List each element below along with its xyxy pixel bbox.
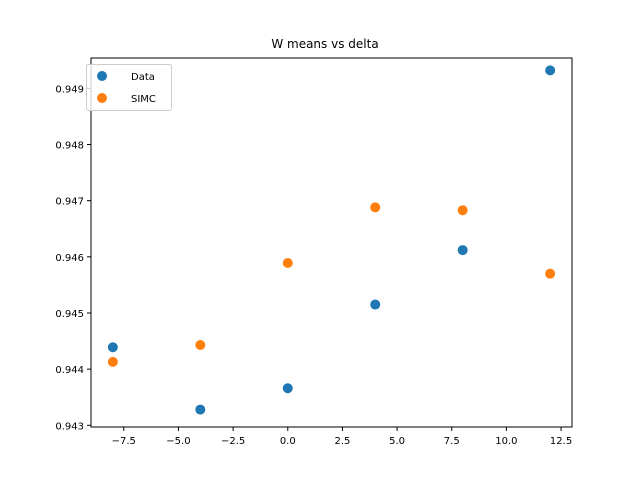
x-tick-label: −2.5 bbox=[221, 436, 245, 447]
point-data bbox=[282, 383, 293, 394]
point-simc bbox=[545, 268, 556, 279]
legend: Data SIMC bbox=[86, 64, 172, 111]
y-tick-label: 0.945 bbox=[55, 309, 84, 320]
series-simc bbox=[107, 202, 556, 367]
x-tick-label: 2.5 bbox=[334, 436, 350, 447]
x-tick-label: 10.0 bbox=[495, 436, 517, 447]
y-tick-label: 0.946 bbox=[55, 253, 84, 264]
point-simc bbox=[282, 258, 293, 268]
point-simc bbox=[370, 202, 381, 213]
point-data bbox=[457, 245, 468, 256]
legend-box bbox=[86, 64, 172, 111]
point-data bbox=[545, 65, 556, 76]
point-data bbox=[107, 342, 118, 353]
y-tick-label: 0.948 bbox=[55, 140, 84, 151]
point-data bbox=[370, 299, 381, 310]
y-tick-label: 0.947 bbox=[55, 197, 84, 208]
point-simc bbox=[457, 205, 468, 216]
x-tick-label: 7.5 bbox=[444, 436, 460, 447]
y-axis: 0.943 0.944 0.945 0.946 0.947 0.948 0.949 bbox=[55, 84, 91, 432]
point-data bbox=[195, 404, 206, 415]
y-tick-label: 0.944 bbox=[55, 365, 84, 376]
legend-marker-simc bbox=[97, 93, 107, 103]
point-simc bbox=[107, 356, 118, 367]
x-tick-label: 5.0 bbox=[389, 436, 405, 447]
series-data bbox=[107, 65, 556, 415]
legend-label-simc: SIMC bbox=[131, 94, 156, 105]
chart-title: W means vs delta bbox=[271, 37, 378, 51]
x-tick-label: 0.0 bbox=[280, 436, 296, 447]
legend-label-data: Data bbox=[131, 72, 155, 83]
points-layer bbox=[107, 65, 556, 415]
legend-marker-data bbox=[97, 71, 107, 81]
x-tick-label: −7.5 bbox=[112, 436, 136, 447]
point-simc bbox=[195, 340, 206, 350]
x-axis: −7.5 −5.0 −2.5 0.0 2.5 5.0 7.5 10.0 12.5 bbox=[112, 427, 572, 447]
y-tick-label: 0.949 bbox=[55, 84, 84, 95]
x-tick-label: 12.5 bbox=[550, 436, 572, 447]
x-tick-label: −5.0 bbox=[166, 436, 190, 447]
y-tick-label: 0.943 bbox=[55, 421, 84, 432]
plot-frame bbox=[90, 57, 573, 428]
